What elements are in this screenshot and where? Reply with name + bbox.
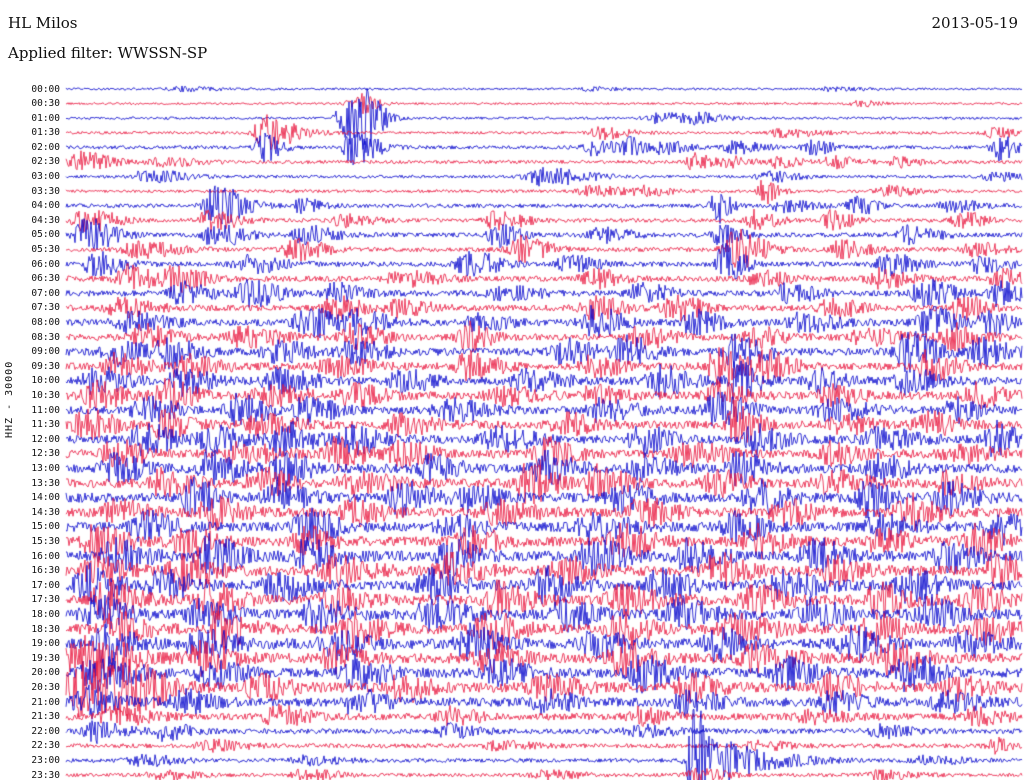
seismogram-canvas bbox=[0, 0, 1024, 780]
